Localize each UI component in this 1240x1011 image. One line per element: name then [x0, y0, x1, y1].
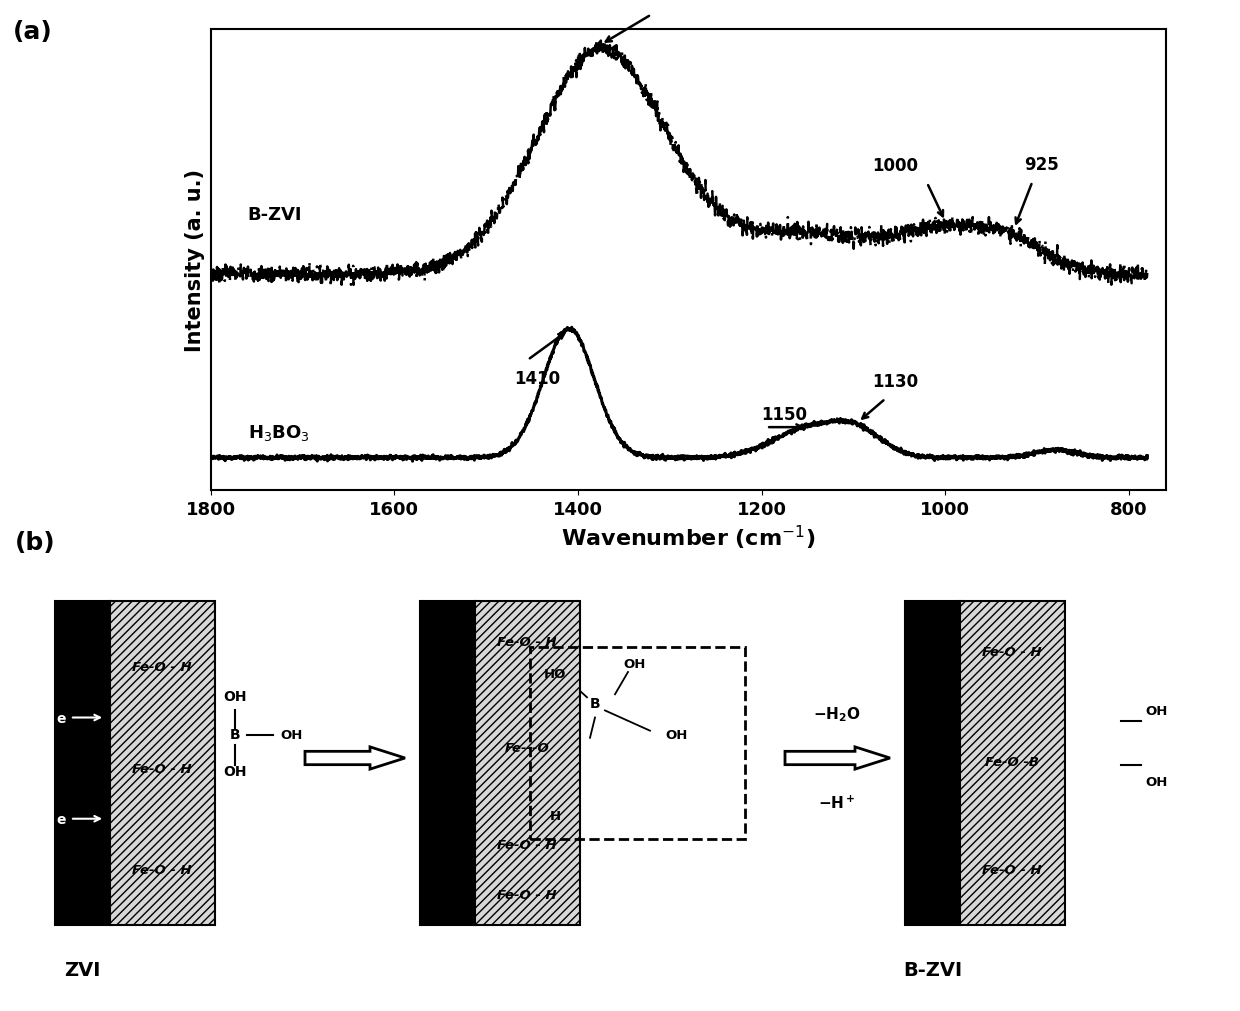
Text: B-ZVI: B-ZVI	[903, 960, 962, 980]
Text: Fe-O - H: Fe-O - H	[133, 863, 192, 876]
Text: HO: HO	[544, 667, 567, 680]
Text: B: B	[590, 697, 600, 711]
Text: Fe-O - H: Fe-O - H	[982, 646, 1042, 658]
Text: (b): (b)	[15, 531, 56, 555]
Bar	[55, 602, 110, 925]
X-axis label: Wavenumber (cm$^{-1}$): Wavenumber (cm$^{-1}$)	[560, 524, 816, 552]
Text: 925: 925	[1024, 156, 1059, 174]
Bar	[110, 602, 215, 925]
Text: OH: OH	[624, 657, 646, 670]
Text: B: B	[229, 727, 241, 741]
Text: OH: OH	[223, 764, 247, 778]
Text: OH: OH	[280, 728, 303, 741]
Bar	[475, 602, 580, 925]
Bar	[420, 602, 475, 925]
Text: OH: OH	[1145, 705, 1167, 718]
Bar	[960, 602, 1065, 925]
Polygon shape	[785, 747, 890, 769]
Text: Fe-O - H: Fe-O - H	[133, 762, 192, 774]
Text: (a): (a)	[12, 20, 52, 44]
Text: 1000: 1000	[872, 157, 918, 175]
Text: ZVI: ZVI	[64, 960, 100, 980]
Text: $\mathbf{-H_2O}$: $\mathbf{-H_2O}$	[813, 705, 861, 723]
Polygon shape	[305, 747, 405, 769]
Text: H$_3$BO$_3$: H$_3$BO$_3$	[248, 423, 310, 442]
Text: B-ZVI: B-ZVI	[248, 206, 303, 224]
Text: Fe-O - H: Fe-O - H	[133, 661, 192, 673]
Text: e: e	[56, 812, 66, 826]
Text: H: H	[549, 809, 560, 822]
Text: Fe-O - H: Fe-O - H	[497, 838, 557, 850]
Text: OH: OH	[665, 728, 687, 741]
Text: Fe---O: Fe---O	[505, 741, 549, 754]
Text: e: e	[56, 711, 66, 725]
Y-axis label: Intensity (a. u.): Intensity (a. u.)	[185, 169, 206, 352]
Text: $\mathbf{-H^+}$: $\mathbf{-H^+}$	[818, 794, 856, 811]
Text: 1410: 1410	[513, 369, 560, 387]
Text: Fe-O - H: Fe-O - H	[497, 636, 557, 648]
Text: OH: OH	[1145, 775, 1167, 789]
Text: Fe-O - H: Fe-O - H	[982, 863, 1042, 876]
Text: Fe-O -B: Fe-O -B	[985, 755, 1039, 767]
Text: 1130: 1130	[872, 372, 918, 390]
Bar	[905, 602, 960, 925]
Text: 1150: 1150	[761, 405, 807, 424]
Text: Fe-O - H: Fe-O - H	[497, 889, 557, 901]
Text: OH: OH	[223, 690, 247, 704]
